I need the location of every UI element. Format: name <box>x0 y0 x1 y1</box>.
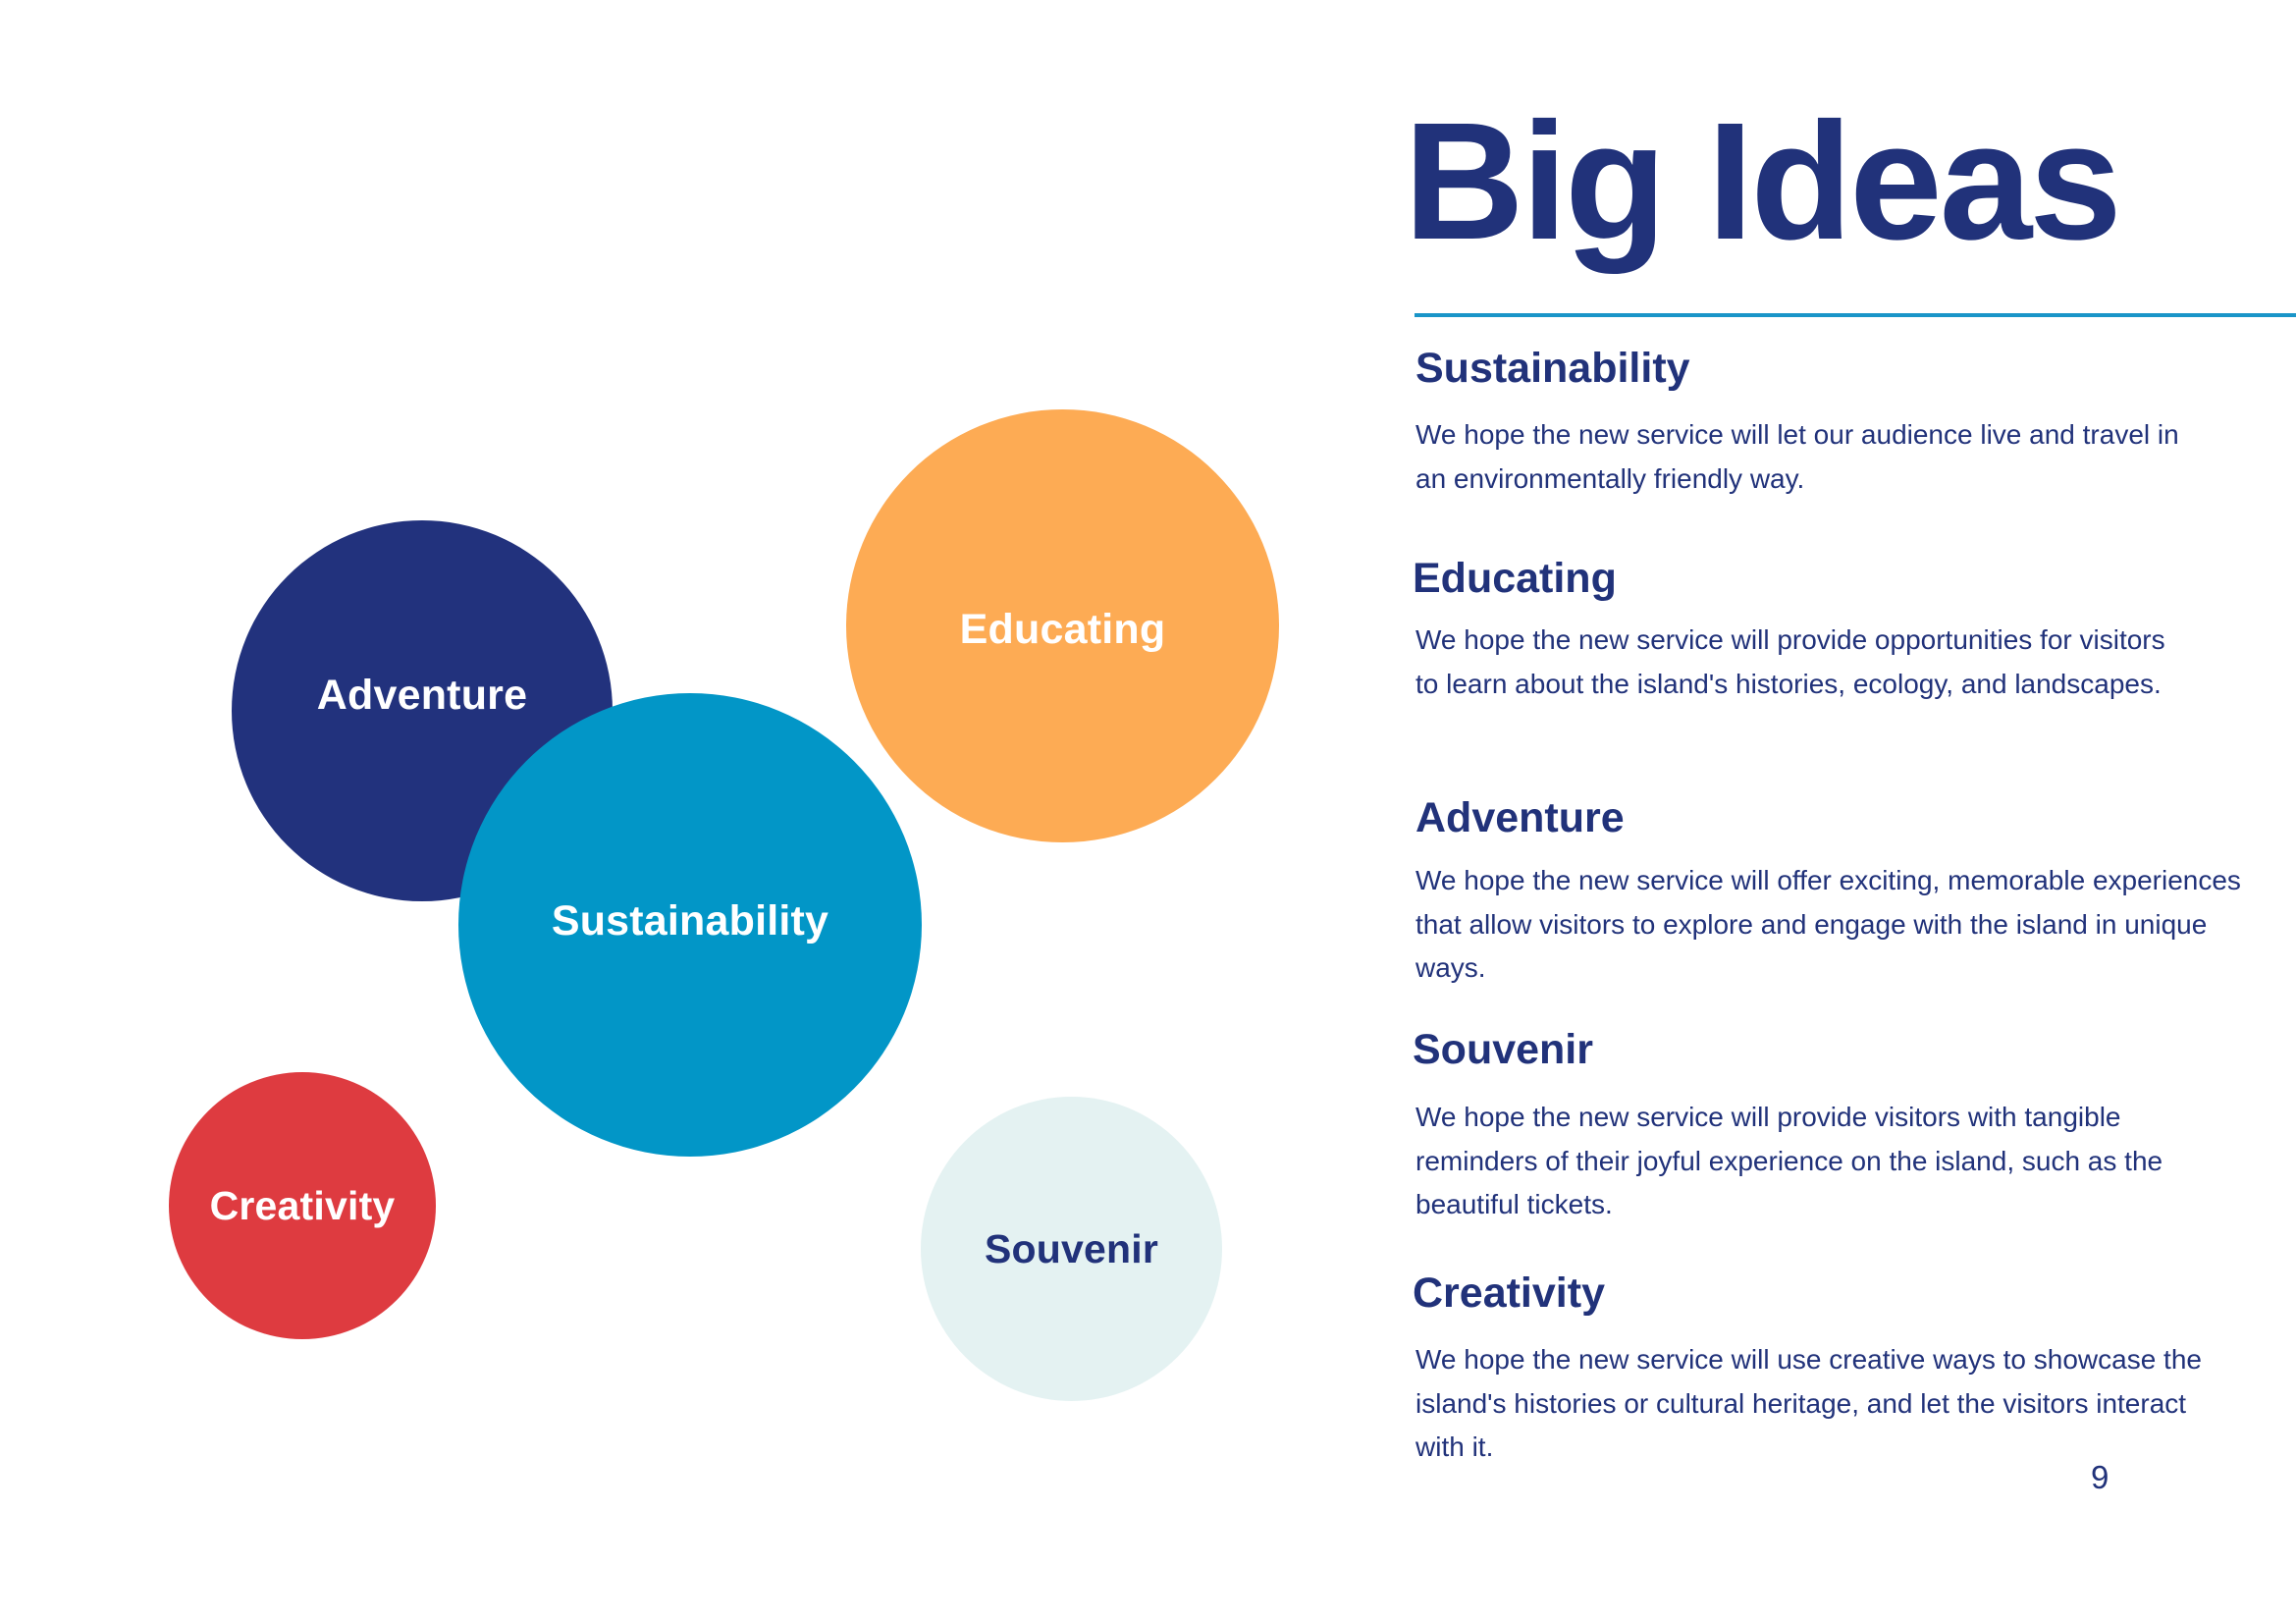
bubble-sustainability: Sustainability <box>458 693 922 1157</box>
bubble-creativity: Creativity <box>169 1072 436 1339</box>
idea-title-souvenir: Souvenir <box>1413 1026 1593 1073</box>
bubble-souvenir-label: Souvenir <box>984 1225 1159 1271</box>
page-title: Big Ideas <box>1404 88 2122 275</box>
idea-description-educating: We hope the new service will provide opp… <box>1415 624 2165 699</box>
idea-description-souvenir: We hope the new service will provide vis… <box>1415 1102 2163 1219</box>
bubble-educating-label: Educating <box>959 606 1166 653</box>
bubble-sustainability-label: Sustainability <box>551 896 829 945</box>
idea-description-sustainability: We hope the new service will let our aud… <box>1415 419 2179 494</box>
title-divider <box>1415 313 2296 317</box>
idea-description-adventure: We hope the new service will offer excit… <box>1415 865 2241 983</box>
bubble-educating: Educating <box>846 409 1279 842</box>
bubble-adventure: Adventure <box>232 520 613 901</box>
bubble-souvenir: Souvenir <box>921 1097 1222 1401</box>
idea-title-adventure: Adventure <box>1415 794 1625 841</box>
idea-title-creativity: Creativity <box>1413 1269 1605 1317</box>
idea-description-creativity: We hope the new service will use creativ… <box>1415 1344 2202 1462</box>
page-number: 9 <box>2091 1459 2109 1495</box>
bubble-adventure-label: Adventure <box>316 671 528 719</box>
idea-title-educating: Educating <box>1413 555 1617 602</box>
idea-title-sustainability: Sustainability <box>1415 345 1690 392</box>
bubble-creativity-label: Creativity <box>209 1182 396 1228</box>
